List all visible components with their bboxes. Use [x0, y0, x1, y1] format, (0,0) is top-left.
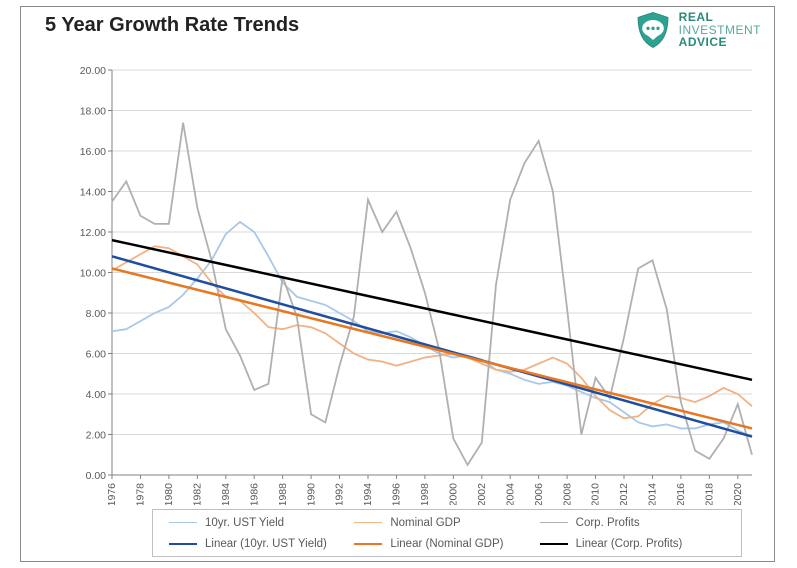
brand-line-1: REAL [679, 11, 761, 24]
trend-line [112, 240, 752, 380]
legend-item: Linear (Corp. Profits) [540, 538, 725, 550]
legend-label: Nominal GDP [390, 517, 460, 529]
chart-title: 5 Year Growth Rate Trends [45, 14, 299, 37]
legend-swatch [540, 543, 568, 545]
chart-area: 0.00 2.00 4.00 6.00 8.00 10.00 12.00 14.00 16.00… [40, 60, 760, 560]
x-tick-label: 1978 [135, 483, 147, 505]
legend-item: Corp. Profits [540, 517, 725, 529]
y-tick-label: 6.00 [86, 349, 107, 361]
x-tick-label: 2014 [647, 483, 659, 505]
x-tick-label: 2012 [618, 483, 630, 505]
x-tick-label: 2006 [533, 483, 545, 505]
legend-swatch [354, 522, 382, 523]
y-tick-label: 16.00 [80, 146, 106, 158]
x-tick-label: 2008 [561, 483, 573, 505]
x-tick-label: 2016 [675, 483, 687, 505]
legend-swatch [169, 543, 197, 545]
x-tick-label: 1992 [334, 483, 346, 505]
x-tick-label: 2000 [447, 483, 459, 505]
trend-line [112, 268, 752, 428]
brand-logo: REAL INVESTMENT ADVICE [633, 10, 761, 50]
legend-label: Linear (10yr. UST Yield) [205, 538, 327, 550]
legend-label: Linear (Corp. Profits) [576, 538, 683, 550]
x-tick-label: 2002 [476, 483, 488, 505]
brand-line-3: ADVICE [679, 36, 761, 49]
x-tick-label: 2018 [703, 483, 715, 505]
x-tick-label: 1982 [191, 483, 203, 505]
y-tick-label: 8.00 [86, 308, 107, 320]
x-tick-label: 1990 [305, 483, 317, 505]
x-tick-label: 1996 [391, 483, 403, 505]
legend-label: 10yr. UST Yield [205, 517, 284, 529]
y-tick-label: 14.00 [80, 187, 106, 199]
y-tick-label: 12.00 [80, 227, 106, 239]
x-tick-label: 1994 [362, 483, 374, 505]
legend-item: Linear (Nominal GDP) [354, 538, 539, 550]
legend-item: Nominal GDP [354, 517, 539, 529]
x-tick-label: 2004 [504, 483, 516, 505]
y-tick-label: 2.00 [86, 430, 107, 442]
x-tick-label: 1986 [248, 483, 260, 505]
legend-item: 10yr. UST Yield [169, 517, 354, 529]
legend-item: Linear (10yr. UST Yield) [169, 538, 354, 550]
legend-swatch [354, 543, 382, 545]
y-tick-label: 0.00 [86, 470, 107, 482]
x-tick-label: 1998 [419, 483, 431, 505]
brand-text: REAL INVESTMENT ADVICE [679, 11, 761, 49]
legend-label: Linear (Nominal GDP) [390, 538, 503, 550]
x-tick-label: 2020 [732, 483, 744, 505]
legend-swatch [540, 522, 568, 523]
trend-line [112, 256, 752, 436]
shield-icon [633, 10, 673, 50]
x-tick-label: 1984 [220, 483, 232, 505]
y-tick-label: 10.00 [80, 268, 106, 280]
x-tick-label: 1976 [106, 483, 118, 505]
x-tick-label: 1980 [163, 483, 175, 505]
y-tick-label: 4.00 [86, 389, 107, 401]
legend-swatch [169, 522, 197, 523]
chart-svg: 0.00 2.00 4.00 6.00 8.00 10.00 12.00 14.00 16.00… [40, 60, 760, 505]
chart-legend: 10yr. UST Yield Nominal GDP Corp. Profits L… [152, 509, 742, 557]
series-line [112, 123, 752, 465]
y-tick-label: 18.00 [80, 106, 106, 118]
legend-label: Corp. Profits [576, 517, 640, 529]
y-tick-label: 20.00 [80, 65, 106, 77]
x-tick-label: 2010 [590, 483, 602, 505]
x-tick-label: 1988 [277, 483, 289, 505]
